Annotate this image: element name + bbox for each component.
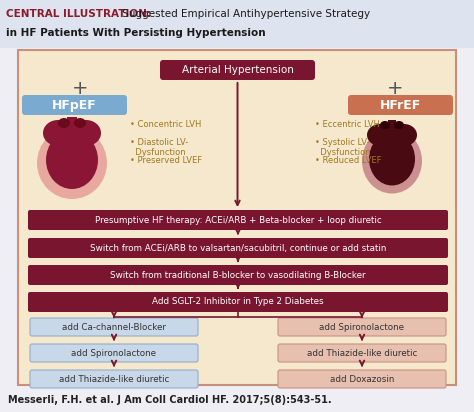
Text: in HF Patients With Persisting Hypertension: in HF Patients With Persisting Hypertens… [6, 28, 265, 38]
Text: add Spironolactone: add Spironolactone [72, 349, 156, 358]
Bar [18, 50, 456, 385]
FancyBboxPatch shape [30, 318, 198, 336]
Bar [388, 120, 396, 133]
FancyBboxPatch shape [278, 370, 446, 388]
FancyBboxPatch shape [28, 265, 448, 285]
Text: +: + [72, 79, 88, 98]
Ellipse shape [367, 124, 393, 146]
Text: • Reduced LVEF: • Reduced LVEF [315, 156, 382, 165]
Ellipse shape [71, 120, 101, 146]
Text: CENTRAL ILLUSTRATION:: CENTRAL ILLUSTRATION: [6, 9, 151, 19]
FancyBboxPatch shape [278, 318, 446, 336]
Text: Switch from traditional B-blocker to vasodilating B-Blocker: Switch from traditional B-blocker to vas… [110, 271, 366, 279]
Text: Presumptive HF therapy: ACEi/ARB + Beta-blocker + loop diuretic: Presumptive HF therapy: ACEi/ARB + Beta-… [95, 215, 382, 225]
Text: Suggested Empirical Antihypertensive Strategy: Suggested Empirical Antihypertensive Str… [119, 9, 370, 19]
Text: • Concentric LVH: • Concentric LVH [130, 120, 201, 129]
Ellipse shape [58, 118, 70, 128]
Text: HFpEF: HFpEF [52, 98, 97, 112]
Text: Switch from ACEi/ARB to valsartan/sacubitril, continue or add statin: Switch from ACEi/ARB to valsartan/sacubi… [90, 243, 386, 253]
Text: • Diastolic LV-
  Dysfunction: • Diastolic LV- Dysfunction [130, 138, 188, 157]
FancyBboxPatch shape [28, 292, 448, 312]
Text: add Thiazide-like diuretic: add Thiazide-like diuretic [59, 375, 169, 384]
Ellipse shape [37, 127, 107, 199]
Ellipse shape [394, 121, 404, 129]
Text: • Eccentric LVH: • Eccentric LVH [315, 120, 380, 129]
Bar [0, 0, 474, 48]
Text: • Preserved LVEF: • Preserved LVEF [130, 156, 202, 165]
Text: Add SGLT-2 Inhibitor in Type 2 Diabetes: Add SGLT-2 Inhibitor in Type 2 Diabetes [152, 297, 324, 307]
Ellipse shape [74, 118, 86, 128]
Text: HFrEF: HFrEF [380, 98, 421, 112]
Ellipse shape [46, 131, 98, 189]
Text: add Ca-channel-Blocker: add Ca-channel-Blocker [62, 323, 166, 332]
Ellipse shape [43, 120, 73, 146]
Ellipse shape [369, 133, 415, 185]
FancyBboxPatch shape [30, 344, 198, 362]
Text: Arterial Hypertension: Arterial Hypertension [182, 65, 293, 75]
Text: add Thiazide-like diuretic: add Thiazide-like diuretic [307, 349, 417, 358]
FancyBboxPatch shape [348, 95, 453, 115]
Text: • Systolic LV-
  Dysfunction: • Systolic LV- Dysfunction [315, 138, 371, 157]
Ellipse shape [362, 129, 422, 194]
FancyBboxPatch shape [160, 60, 315, 80]
Text: add Spironolactone: add Spironolactone [319, 323, 404, 332]
FancyBboxPatch shape [22, 95, 127, 115]
Text: add Doxazosin: add Doxazosin [330, 375, 394, 384]
FancyBboxPatch shape [278, 344, 446, 362]
Ellipse shape [391, 124, 417, 146]
Text: +: + [387, 79, 403, 98]
FancyBboxPatch shape [30, 370, 198, 388]
Bar [67, 117, 77, 131]
FancyBboxPatch shape [28, 210, 448, 230]
Ellipse shape [380, 121, 390, 129]
Text: Messerli, F.H. et al. J Am Coll Cardiol HF. 2017;5(8):543-51.: Messerli, F.H. et al. J Am Coll Cardiol … [8, 395, 332, 405]
FancyBboxPatch shape [28, 238, 448, 258]
